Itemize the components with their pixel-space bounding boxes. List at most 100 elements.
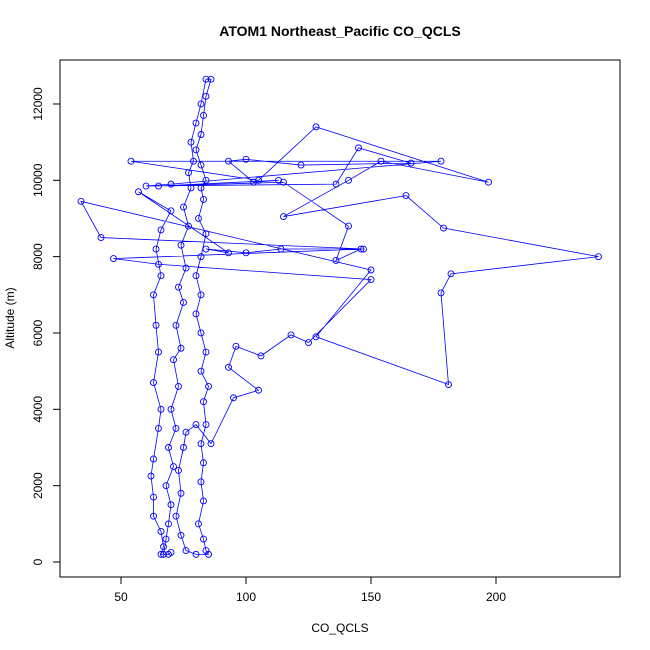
data-point — [175, 382, 182, 390]
data-point — [192, 310, 200, 318]
data-point — [202, 348, 210, 356]
data-point — [187, 138, 195, 146]
x-axis-label: CO_QCLS — [311, 621, 368, 635]
data-point — [345, 222, 352, 230]
plot-frame — [59, 59, 621, 578]
data-point — [207, 440, 215, 448]
data-point — [287, 331, 295, 339]
data-point — [195, 215, 202, 222]
data-point — [182, 547, 190, 554]
data-point — [165, 520, 172, 528]
data-point — [150, 379, 157, 387]
data-point — [110, 255, 117, 263]
data-point — [200, 111, 207, 119]
data-point — [180, 298, 187, 306]
data-point — [202, 92, 210, 100]
data-point — [312, 333, 320, 341]
data-point — [152, 245, 160, 253]
data-point — [202, 176, 210, 184]
data-point — [150, 512, 157, 520]
data-point — [157, 528, 165, 535]
data-point — [367, 266, 375, 274]
data-point — [200, 497, 207, 505]
data-point — [242, 249, 250, 257]
data-point — [185, 222, 192, 230]
data-point — [192, 119, 200, 127]
data-point — [150, 291, 157, 299]
data-point — [195, 520, 202, 528]
data-point — [197, 291, 205, 299]
data-point — [197, 253, 205, 261]
y-axis-label: Altitude (m) — [3, 287, 17, 348]
data-point — [172, 321, 180, 329]
data-point — [225, 157, 232, 165]
data-point — [157, 550, 165, 558]
data-point — [230, 394, 237, 402]
data-point — [440, 224, 447, 232]
y-tick-label: 6000 — [31, 319, 45, 346]
y-tick-label: 8000 — [31, 243, 45, 270]
data-point — [280, 213, 287, 221]
data-point — [160, 543, 167, 551]
data-point — [177, 531, 185, 539]
data-point — [205, 382, 212, 390]
data-point — [152, 321, 160, 329]
data-point — [205, 550, 212, 558]
data-point — [437, 157, 445, 165]
x-tick-label: 150 — [361, 590, 381, 604]
data-point — [192, 421, 200, 429]
data-point — [197, 367, 205, 375]
data-point — [360, 245, 367, 253]
data-point — [167, 501, 175, 509]
data-point — [172, 512, 180, 520]
data-point — [167, 180, 175, 188]
data-point — [332, 180, 340, 188]
data-point — [595, 253, 602, 261]
data-point — [280, 178, 287, 186]
data-point — [242, 155, 250, 163]
data-point — [407, 159, 415, 167]
data-point — [312, 123, 320, 131]
data-point — [197, 161, 205, 169]
data-point — [180, 444, 187, 451]
data-point — [377, 157, 385, 165]
data-point — [167, 405, 175, 413]
data-point — [402, 192, 410, 200]
data-point — [197, 131, 205, 138]
data-point — [357, 245, 365, 253]
data-point — [182, 428, 190, 436]
data-point — [180, 203, 187, 211]
data-point — [485, 178, 492, 186]
data-point — [200, 195, 207, 203]
data-point — [202, 421, 210, 429]
data-point — [135, 188, 142, 196]
data-point — [142, 182, 150, 190]
y-tick-label: 4000 — [31, 396, 45, 423]
data-point — [150, 455, 157, 463]
data-point — [197, 440, 205, 448]
x-tick-label: 100 — [236, 590, 256, 604]
data-point — [155, 348, 162, 356]
data-point — [77, 197, 85, 205]
data-point — [202, 75, 210, 83]
data-point — [345, 176, 352, 184]
data-point — [160, 550, 167, 558]
data-point — [200, 398, 207, 406]
data-point — [192, 146, 200, 154]
data-point — [197, 100, 205, 108]
data-point — [355, 144, 362, 152]
data-point — [170, 463, 177, 471]
y-tick-label: 0 — [31, 558, 45, 565]
data-point — [127, 157, 135, 165]
data-point — [150, 493, 157, 501]
x-tick-label: 50 — [114, 590, 128, 604]
data-point — [177, 489, 185, 497]
data-point — [447, 270, 455, 278]
data-point — [170, 356, 177, 364]
data-point — [175, 283, 182, 291]
data-point — [197, 184, 205, 192]
data-point — [437, 289, 445, 297]
data-point — [167, 549, 175, 556]
